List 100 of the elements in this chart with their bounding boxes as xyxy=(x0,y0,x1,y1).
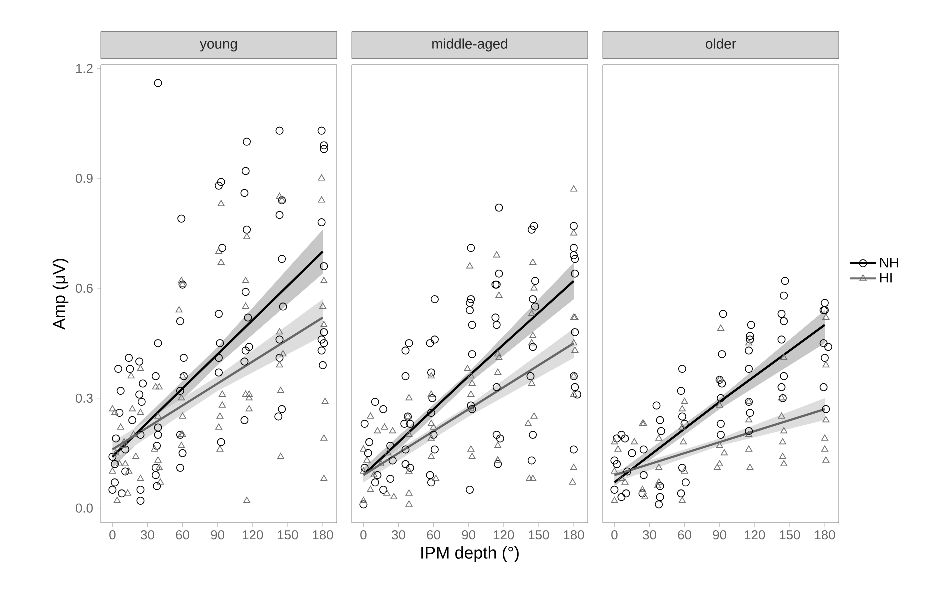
point xyxy=(678,405,686,412)
point xyxy=(656,493,664,502)
point xyxy=(781,277,790,286)
point xyxy=(716,460,724,467)
point xyxy=(611,438,618,445)
point xyxy=(678,424,686,430)
point xyxy=(779,453,786,460)
x-tick-label: 120 xyxy=(243,530,264,540)
x-tick-label: 90 xyxy=(211,530,225,540)
point xyxy=(718,350,726,358)
point xyxy=(746,339,753,346)
point xyxy=(613,460,622,468)
point xyxy=(610,456,619,465)
point xyxy=(622,490,630,498)
chart-title: young xyxy=(200,41,238,52)
point xyxy=(716,442,724,448)
point xyxy=(624,468,632,476)
point xyxy=(780,292,788,300)
point xyxy=(613,434,622,443)
point xyxy=(678,497,686,504)
point xyxy=(778,412,786,419)
point xyxy=(628,449,636,458)
point xyxy=(821,446,829,452)
point xyxy=(717,420,726,428)
point xyxy=(822,416,830,423)
point xyxy=(678,412,686,421)
point xyxy=(820,299,829,308)
point xyxy=(631,438,638,445)
point xyxy=(779,438,786,445)
point xyxy=(611,497,618,504)
point xyxy=(618,431,626,440)
point xyxy=(610,486,619,494)
x-tick-label: 180 xyxy=(815,530,836,540)
point xyxy=(746,332,754,340)
y-tick-label: 0.6 xyxy=(76,284,93,294)
y-tick-label: 0.0 xyxy=(76,504,93,513)
point xyxy=(681,398,688,404)
x-tick-label: 180 xyxy=(564,530,584,540)
chart-title: middle-aged xyxy=(432,38,508,52)
point xyxy=(822,405,830,414)
point xyxy=(717,324,725,331)
point xyxy=(778,310,786,318)
point xyxy=(745,365,754,374)
y-tick-label: 1.2 xyxy=(76,64,93,74)
point xyxy=(719,310,728,318)
point xyxy=(746,431,753,438)
point xyxy=(678,365,686,374)
point xyxy=(780,354,788,360)
point xyxy=(717,394,726,402)
point xyxy=(640,446,648,454)
point xyxy=(746,446,753,452)
point xyxy=(717,431,726,440)
point xyxy=(714,464,722,470)
point xyxy=(618,475,626,482)
point xyxy=(824,343,832,352)
point xyxy=(746,409,754,418)
y-axis-title: Amp (μV) xyxy=(52,259,69,330)
chart-title: older xyxy=(706,38,736,49)
x-tick-label: 150 xyxy=(780,530,800,540)
point xyxy=(654,482,662,489)
point xyxy=(681,468,688,474)
y-tick-label: 0.3 xyxy=(76,394,93,403)
point xyxy=(640,471,648,480)
x-tick-label: 30 xyxy=(643,530,656,540)
point xyxy=(718,380,726,388)
point xyxy=(614,446,622,452)
point xyxy=(745,346,754,355)
point xyxy=(716,402,724,408)
point xyxy=(639,486,646,492)
point xyxy=(678,464,686,472)
point xyxy=(677,490,686,498)
point xyxy=(821,434,829,441)
point xyxy=(780,427,788,434)
point xyxy=(721,449,728,456)
point xyxy=(655,500,664,509)
y-tick-label: 0.9 xyxy=(76,174,93,184)
point xyxy=(680,438,688,445)
point xyxy=(746,416,753,423)
point xyxy=(822,314,830,320)
x-tick-label: 120 xyxy=(494,530,514,540)
point xyxy=(778,336,786,344)
point xyxy=(747,321,756,330)
x-tick-label: 60 xyxy=(427,530,440,540)
point xyxy=(611,468,618,474)
point xyxy=(652,402,661,410)
x-tick-label: 0 xyxy=(110,530,116,540)
point xyxy=(618,493,626,502)
x-tick-label: 90 xyxy=(713,530,727,540)
point xyxy=(656,464,663,470)
point xyxy=(822,456,830,463)
point xyxy=(638,490,647,498)
point xyxy=(677,387,686,396)
point xyxy=(820,354,829,362)
point xyxy=(682,478,690,487)
x-tick-label: 180 xyxy=(313,530,334,540)
point xyxy=(780,460,788,467)
point xyxy=(778,383,786,392)
point xyxy=(680,420,689,428)
point xyxy=(622,478,629,485)
point xyxy=(642,493,649,500)
